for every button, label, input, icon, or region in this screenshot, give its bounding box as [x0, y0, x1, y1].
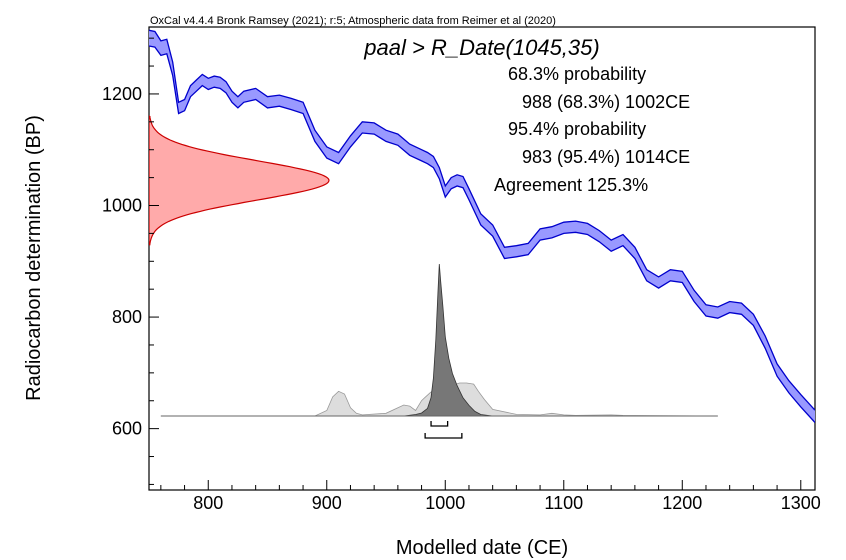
x-tick-label: 800 — [193, 493, 223, 513]
posterior-distribution — [403, 263, 493, 417]
annotation-agreement: Agreement 125.3% — [494, 175, 648, 195]
range-brackets-layer — [424, 421, 463, 439]
calibration-curve-layer — [149, 29, 815, 423]
x-axis-title: Modelled date (CE) — [396, 537, 568, 559]
header-text: OxCal v4.4.4 Bronk Ramsey (2021); r:5; A… — [150, 15, 556, 27]
x-tick-label: 900 — [312, 493, 342, 513]
range-bracket-95-4pct — [424, 433, 463, 439]
x-tick-label: 1100 — [544, 493, 583, 513]
y-tick-label: 1000 — [102, 196, 142, 216]
annotation-68-range: 988 (68.3%) 1002CE — [522, 92, 690, 112]
x-tick-label: 1200 — [662, 493, 702, 513]
annotation-95-heading: 95.4% probability — [508, 119, 646, 139]
plot-frame — [148, 26, 816, 491]
y-tick-label: 800 — [112, 307, 142, 327]
calibration-lower-edge — [149, 45, 815, 423]
x-tick-label: 1000 — [425, 493, 465, 513]
annotation-68-heading: 68.3% probability — [508, 64, 646, 84]
y-tick-label: 600 — [112, 419, 142, 439]
range-bracket-68-3pct — [430, 421, 449, 427]
annotation-95-range: 983 (95.4%) 1014CE — [522, 147, 690, 167]
chart-title: paal > R_Date(1045,35) — [363, 35, 599, 60]
x-tick-label: 1300 — [781, 493, 821, 513]
radiocarbon-distribution-layer — [149, 115, 330, 246]
radiocarbon-distribution — [149, 115, 330, 246]
axes-layer: 800 900 1000 1100 1200 1300 600 800 1000 1200 — [102, 37, 821, 513]
posterior-distribution-layer — [160, 263, 718, 417]
y-tick-label: 1200 — [102, 84, 142, 104]
y-axis-title: Radiocarbon determination (BP) — [23, 115, 45, 401]
calibration-upper-edge — [149, 29, 815, 411]
